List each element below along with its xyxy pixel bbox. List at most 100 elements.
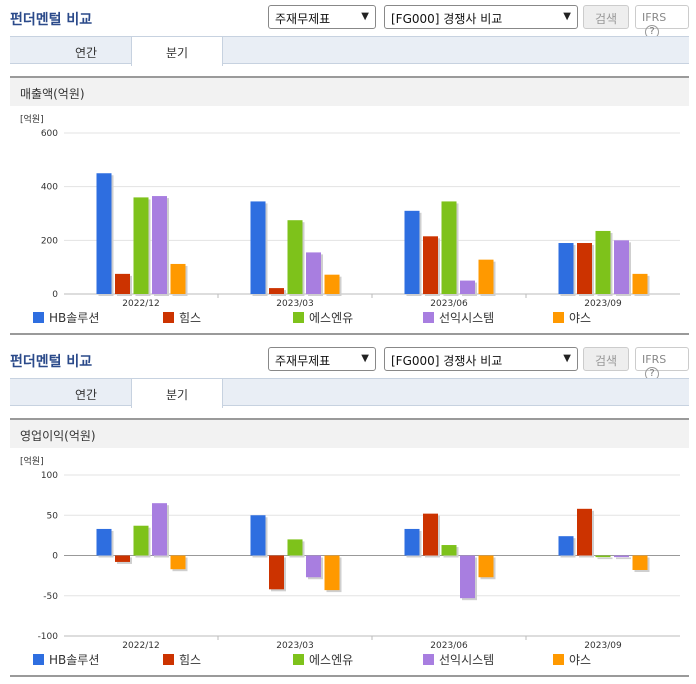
chevron-down-icon: ▼ — [563, 11, 571, 22]
tab-quarterly[interactable]: 분기 — [131, 37, 223, 66]
tab-annual[interactable]: 연간 — [74, 388, 98, 402]
legend-label: 선익시스템 — [439, 653, 494, 667]
bar — [595, 555, 611, 558]
x-tick-label: 2023/03 — [276, 299, 313, 309]
divider — [10, 333, 689, 335]
bar — [558, 243, 574, 294]
unit-label: [억원] — [20, 113, 44, 125]
metric-header: 매출액(억원) — [10, 76, 689, 106]
chevron-down-icon: ▼ — [563, 353, 571, 364]
legend-swatch — [163, 312, 174, 323]
statement-select[interactable]: 주재무제표 ▼ — [268, 5, 376, 29]
panel-header: 펀더멘털 비교 주재무제표 ▼ [FG000] 경쟁사 비교 ▼ 검색 IFRS… — [0, 0, 696, 39]
bar — [632, 555, 648, 570]
x-tick-label: 2023/09 — [584, 299, 622, 309]
bar — [170, 263, 186, 294]
tab-quarterly[interactable]: 분기 — [131, 379, 223, 408]
bar-shadow — [616, 557, 631, 560]
bar — [269, 288, 284, 294]
bar — [269, 555, 284, 590]
panel-title: 펀더멘털 비교 — [10, 354, 93, 370]
comparison-select-value: [FG000] 경쟁사 비교 — [391, 354, 503, 368]
legend-label: 야스 — [569, 311, 591, 325]
bar — [324, 274, 340, 294]
x-tick-label: 2022/12 — [122, 299, 159, 309]
legend-label: 에스엔유 — [309, 653, 353, 667]
y-tick-label: -50 — [43, 592, 58, 602]
bar — [558, 536, 574, 556]
bar — [133, 197, 149, 294]
panel-header: 펀더멘털 비교 주재무제표 ▼ [FG000] 경쟁사 비교 ▼ 검색 IFRS… — [0, 342, 696, 381]
bar — [423, 236, 438, 294]
bar — [632, 273, 648, 294]
chevron-down-icon: ▼ — [361, 353, 369, 364]
bar — [152, 503, 167, 556]
bar — [250, 201, 266, 294]
bar-shadow — [597, 557, 613, 560]
operating-profit-chart: [억원] -100 -50 0 50 100 2022/12 2023/03 2023/06 20… — [20, 455, 680, 667]
bar — [96, 528, 112, 556]
legend-swatch — [423, 654, 434, 665]
legend-swatch — [33, 654, 44, 665]
y-tick-label: 100 — [41, 471, 58, 481]
comparison-select[interactable]: [FG000] 경쟁사 비교 ▼ — [384, 5, 578, 29]
bar — [614, 555, 629, 558]
bar — [306, 555, 321, 578]
bar — [306, 252, 321, 294]
period-tabs: 연간 분기 — [10, 378, 689, 408]
tab-annual[interactable]: 연간 — [74, 46, 98, 60]
bar — [577, 508, 592, 556]
bar — [577, 243, 592, 294]
bar — [115, 273, 130, 294]
unit-label: [억원] — [20, 455, 44, 467]
y-tick-label: 0 — [52, 552, 58, 562]
fundamental-panel-1: 펀더멘털 비교 주재무제표 ▼ [FG000] 경쟁사 비교 ▼ 검색 IFRS… — [0, 0, 696, 335]
bar — [460, 280, 475, 294]
search-button[interactable]: 검색 — [583, 347, 629, 371]
bar — [478, 259, 494, 294]
panel-title: 펀더멘털 비교 — [10, 12, 93, 28]
comparison-select-value: [FG000] 경쟁사 비교 — [391, 12, 503, 26]
bar — [152, 196, 167, 294]
ifrs-label: IFRS — [642, 353, 667, 366]
bar — [250, 515, 266, 556]
bar — [287, 220, 303, 294]
legend-swatch — [553, 312, 564, 323]
statement-select-value: 주재무제표 — [275, 12, 331, 26]
legend-swatch — [33, 312, 44, 323]
legend-label: 힘스 — [179, 653, 201, 667]
x-tick-label: 2022/12 — [122, 641, 159, 651]
bar — [595, 230, 611, 294]
legend-swatch — [293, 312, 304, 323]
bar — [115, 555, 130, 562]
bar — [133, 525, 149, 556]
y-tick-label: 600 — [41, 129, 58, 139]
bar — [404, 528, 420, 556]
legend-label: 힘스 — [179, 311, 201, 325]
bar — [287, 539, 303, 556]
statement-select[interactable]: 주재무제표 ▼ — [268, 347, 376, 371]
legend-swatch — [163, 654, 174, 665]
legend-swatch — [293, 654, 304, 665]
bar — [404, 210, 420, 294]
ifrs-button[interactable]: IFRS? — [635, 5, 689, 39]
bar — [423, 513, 438, 556]
bar — [478, 555, 494, 578]
bar — [441, 545, 457, 556]
period-tabs: 연간 분기 — [10, 36, 689, 66]
ifrs-button[interactable]: IFRS? — [635, 347, 689, 381]
comparison-select[interactable]: [FG000] 경쟁사 비교 ▼ — [384, 347, 578, 371]
fundamental-panel-2: 펀더멘털 비교 주재무제표 ▼ [FG000] 경쟁사 비교 ▼ 검색 IFRS… — [0, 342, 696, 684]
legend-label: 야스 — [569, 653, 591, 667]
x-tick-label: 2023/06 — [430, 641, 468, 651]
search-button[interactable]: 검색 — [583, 5, 629, 29]
legend-label: 선익시스템 — [439, 311, 494, 325]
y-tick-label: 50 — [47, 511, 59, 521]
legend-label: HB솔루션 — [49, 311, 99, 325]
x-tick-label: 2023/09 — [584, 641, 622, 651]
bar — [96, 173, 112, 294]
y-tick-label: 0 — [52, 290, 58, 300]
ifrs-label: IFRS — [642, 11, 667, 24]
x-tick-label: 2023/06 — [430, 299, 468, 309]
legend-label: HB솔루션 — [49, 653, 99, 667]
